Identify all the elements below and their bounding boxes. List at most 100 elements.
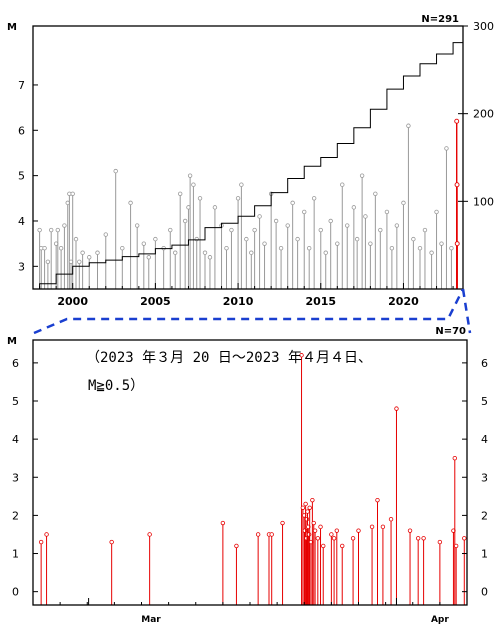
top-event-marker bbox=[229, 227, 234, 233]
bottom-y-axis-right: 0 1 2 3 4 5 6 bbox=[462, 357, 488, 599]
bottom-event-marker bbox=[329, 532, 334, 537]
top-event-marker bbox=[429, 250, 434, 255]
bottom-event-marker bbox=[462, 536, 467, 541]
top-event-marker bbox=[224, 245, 229, 251]
bottom-y-tick-label: 6 bbox=[12, 357, 19, 370]
bottom-event-marker bbox=[453, 543, 459, 549]
bottom-event-marker bbox=[147, 532, 152, 537]
top-event-marker bbox=[306, 245, 312, 251]
top-event-marker bbox=[384, 209, 390, 215]
top-y-tick-label: 4 bbox=[18, 215, 25, 228]
bottom-event-marker bbox=[303, 501, 308, 507]
top-event-marker bbox=[335, 241, 340, 246]
bottom-right-tick-label: 2 bbox=[481, 509, 488, 522]
top-event-marker bbox=[244, 236, 249, 242]
bottom-event-marker bbox=[299, 353, 304, 358]
bottom-event-marker bbox=[38, 539, 44, 545]
top-event-marker bbox=[252, 227, 257, 233]
top-event-marker bbox=[153, 236, 158, 242]
top-event-marker bbox=[373, 191, 378, 196]
cumulative-count-line bbox=[33, 33, 464, 290]
top-event-marker bbox=[73, 236, 79, 242]
top-event-marker bbox=[449, 245, 454, 251]
bottom-event-marker bbox=[334, 528, 339, 533]
top-event-marker bbox=[177, 191, 183, 196]
top-event-marker bbox=[207, 255, 213, 260]
top-event-marker bbox=[62, 223, 67, 228]
top-event-marker bbox=[168, 227, 173, 233]
top-x-tick-label: 2010 bbox=[223, 295, 254, 308]
top-event-marker bbox=[368, 241, 373, 246]
top-event-marker bbox=[120, 245, 125, 251]
top-event-marker bbox=[70, 191, 75, 196]
bottom-event-marker bbox=[369, 524, 375, 530]
top-right-tick-label: 200 bbox=[473, 108, 494, 121]
top-event-marker bbox=[128, 200, 133, 206]
top-event-marker bbox=[422, 227, 428, 233]
top-event-marker bbox=[328, 218, 333, 224]
bottom-event-marker bbox=[388, 517, 394, 522]
top-recent-marker bbox=[454, 118, 460, 124]
top-event-marker bbox=[295, 236, 300, 242]
bottom-event-marker bbox=[312, 528, 318, 533]
top-event-marker bbox=[318, 227, 323, 233]
bottom-y-tick-label: 1 bbox=[12, 548, 19, 561]
bottom-event-marker bbox=[306, 532, 312, 537]
bottom-event-marker bbox=[331, 536, 337, 541]
top-plot-frame bbox=[32, 25, 464, 290]
top-event-marker bbox=[439, 241, 444, 246]
top-panel: M N=291 3 4 5 6 7 100 200 300 2000 2005 2010 2015… bbox=[7, 14, 494, 308]
period-label-line2: M≧0.5） bbox=[88, 378, 144, 394]
top-event-marker bbox=[212, 205, 218, 210]
bottom-event-marker bbox=[452, 456, 457, 461]
bottom-right-tick-label: 3 bbox=[481, 471, 488, 484]
top-event-marker bbox=[345, 223, 350, 228]
bottom-right-tick-label: 5 bbox=[481, 395, 488, 408]
bottom-x-axis: Mar Apr bbox=[59, 598, 449, 625]
top-event-marker bbox=[182, 218, 188, 224]
top-y-axis-right: 100 200 300 bbox=[458, 20, 494, 208]
bottom-event-marker bbox=[321, 543, 326, 549]
top-event-marker bbox=[363, 214, 368, 219]
bottom-right-tick-label: 0 bbox=[481, 586, 488, 599]
top-event-marker bbox=[257, 214, 262, 219]
top-event-marker bbox=[235, 196, 241, 201]
bottom-month-label: Mar bbox=[141, 615, 161, 625]
bottom-event-marker bbox=[340, 543, 345, 549]
top-event-marker bbox=[95, 250, 100, 255]
bottom-event-marker bbox=[269, 532, 274, 537]
top-event-marker bbox=[141, 241, 147, 246]
top-right-tick-label: 100 bbox=[473, 195, 494, 208]
top-highlight-stems bbox=[454, 118, 460, 289]
top-event-marker bbox=[197, 196, 203, 201]
top-event-marker bbox=[55, 227, 61, 233]
bottom-event-marker bbox=[310, 497, 315, 503]
top-event-marker bbox=[354, 236, 360, 242]
bottom-event-marker bbox=[307, 505, 312, 510]
top-x-tick-label: 2005 bbox=[140, 295, 171, 308]
bottom-event-marker bbox=[255, 532, 261, 537]
top-x-tick-label: 2015 bbox=[305, 295, 336, 308]
bottom-event-marker bbox=[380, 524, 386, 530]
top-event-marker bbox=[87, 255, 92, 260]
top-recent-marker bbox=[454, 241, 460, 247]
bottom-event-marker bbox=[304, 517, 310, 522]
top-event-marker bbox=[202, 250, 208, 255]
zoom-connector-right bbox=[461, 288, 472, 334]
top-event-marker bbox=[290, 200, 295, 206]
top-x-tick-label: 2020 bbox=[388, 295, 419, 308]
bottom-y-tick-label: 2 bbox=[12, 509, 19, 522]
top-x-axis: 2000 2005 2010 2015 2020 bbox=[39, 283, 454, 308]
bottom-y-axis-left: 0 1 2 3 4 5 6 bbox=[12, 357, 38, 599]
top-stems bbox=[37, 123, 454, 289]
bottom-event-marker bbox=[311, 520, 316, 526]
bottom-event-marker bbox=[300, 505, 306, 510]
bottom-stems bbox=[38, 353, 467, 605]
bottom-right-tick-label: 6 bbox=[481, 357, 488, 370]
top-event-marker bbox=[239, 182, 244, 187]
top-event-marker bbox=[146, 255, 151, 260]
bottom-y-tick-label: 3 bbox=[12, 471, 19, 484]
bottom-count-label: N=70 bbox=[435, 326, 466, 337]
top-event-marker bbox=[113, 168, 118, 174]
